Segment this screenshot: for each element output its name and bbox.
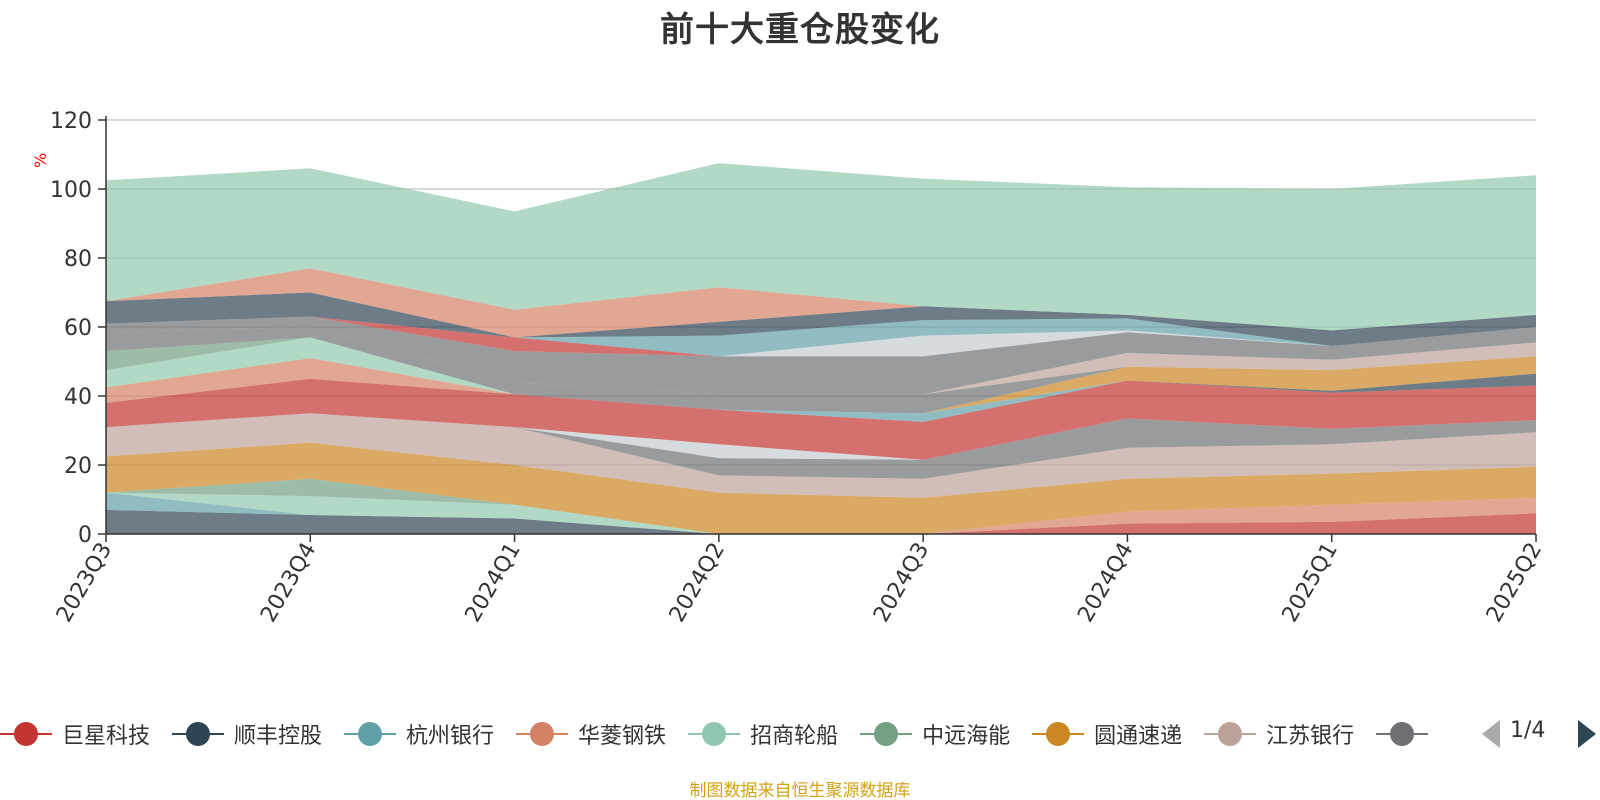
legend-label: 圆通速递 bbox=[1094, 724, 1183, 749]
legend-marker-icon bbox=[0, 722, 52, 746]
legend-item-顺丰控股[interactable]: 顺丰控股 bbox=[172, 716, 322, 752]
legend-page-indicator: 1/4 bbox=[1510, 718, 1546, 743]
legend-marker-icon bbox=[1204, 722, 1257, 746]
x-tick-label-2024Q3: 2024Q3 bbox=[869, 539, 934, 627]
legend-item-中远海能[interactable]: 中远海能 bbox=[860, 716, 1010, 752]
area-series-顺丰控股-23 bbox=[106, 292, 1536, 346]
legend-label: 招商轮船 bbox=[750, 724, 839, 749]
area-series-华菱钢铁-2 bbox=[106, 497, 1536, 534]
area-layer bbox=[106, 163, 1536, 534]
area-series-招商轮船-25 bbox=[106, 163, 1536, 331]
area-series-巨星科技-10 bbox=[106, 378, 1536, 460]
y-axis-unit-label: % bbox=[31, 153, 50, 168]
area-series-other-20 bbox=[106, 316, 1536, 357]
legend-label: 江苏银行 bbox=[1266, 724, 1355, 749]
area-series-江苏银行-7 bbox=[106, 413, 1536, 498]
x-tick-label-2023Q4: 2023Q4 bbox=[256, 539, 321, 627]
area-series-圆通速递-6 bbox=[106, 442, 1536, 534]
legend-marker-icon bbox=[860, 722, 913, 746]
legend-label: 中远海能 bbox=[922, 724, 1011, 749]
legend-label: 顺丰控股 bbox=[234, 724, 323, 749]
area-series-圆通速递-14 bbox=[106, 356, 1536, 414]
y-tick-label-60: 60 bbox=[64, 316, 92, 341]
legend-item-江苏银行[interactable]: 江苏银行 bbox=[1204, 716, 1354, 752]
area-series-中远海能-5 bbox=[106, 478, 1536, 534]
legend-marker-icon bbox=[688, 722, 741, 746]
area-series-江苏银行-18 bbox=[106, 327, 1536, 395]
legend-label: 杭州银行 bbox=[406, 724, 495, 749]
legend: 巨星科技 顺丰控股 杭州银行 华菱钢铁 招商轮船 中远海能 圆通速递 江苏银行 1/4 bbox=[0, 716, 1600, 752]
y-tick-label-100: 100 bbox=[50, 178, 92, 203]
data-source-note: 制图数据来自恒生聚源数据库 bbox=[689, 781, 911, 800]
area-series-顺丰控股-1 bbox=[106, 509, 1536, 534]
legend-item-华菱钢铁[interactable]: 华菱钢铁 bbox=[516, 716, 666, 752]
legend-item-招商轮船[interactable]: 招商轮船 bbox=[688, 716, 838, 752]
x-tick-label-2024Q4: 2024Q4 bbox=[1073, 539, 1138, 627]
x-tick-label-2024Q1: 2024Q1 bbox=[460, 539, 525, 627]
y-tick-label-0: 0 bbox=[78, 523, 92, 548]
legend-marker-icon bbox=[172, 722, 225, 746]
legend-marker-icon bbox=[1032, 722, 1085, 746]
legend-item-杭州银行[interactable]: 杭州银行 bbox=[344, 716, 494, 752]
legend-pager: 1/4 bbox=[1480, 716, 1600, 752]
x-tick-label-2024Q2: 2024Q2 bbox=[665, 539, 730, 627]
y-tick-label-40: 40 bbox=[64, 385, 92, 410]
y-tick-label-20: 20 bbox=[64, 454, 92, 479]
legend-prev-arrow-icon[interactable] bbox=[1482, 720, 1500, 748]
area-series-华菱钢铁-24 bbox=[106, 268, 1536, 338]
legend-marker-icon bbox=[344, 722, 397, 746]
y-tick-label-120: 120 bbox=[50, 109, 92, 134]
area-series-other-19 bbox=[106, 316, 1536, 395]
legend-item-圆通速递[interactable]: 圆通速递 bbox=[1032, 716, 1182, 752]
area-series-中远海能-16 bbox=[106, 337, 1536, 414]
legend-label: 华菱钢铁 bbox=[578, 724, 667, 749]
area-series-other-17 bbox=[106, 327, 1536, 414]
area-series-巨星科技-0 bbox=[106, 513, 1536, 534]
area-series-招商轮船-4 bbox=[106, 492, 1536, 534]
legend-marker-icon bbox=[1376, 722, 1429, 746]
legend-item-巨星科技[interactable]: 巨星科技 bbox=[0, 716, 150, 752]
legend-next-arrow-icon[interactable] bbox=[1578, 720, 1596, 748]
legend-item-more[interactable] bbox=[1376, 716, 1438, 752]
y-tick-label-80: 80 bbox=[64, 247, 92, 272]
area-series-杭州银行-12 bbox=[106, 373, 1536, 422]
legend-marker-icon bbox=[516, 722, 569, 746]
x-tick-label-2023Q3: 2023Q3 bbox=[52, 539, 117, 627]
chart-title: 前十大重仓股变化 bbox=[660, 10, 940, 50]
x-tick-label-2025Q1: 2025Q1 bbox=[1278, 539, 1343, 627]
area-series-杭州银行-22 bbox=[106, 316, 1536, 357]
x-tick-label-2025Q2: 2025Q2 bbox=[1482, 539, 1547, 627]
legend-items: 巨星科技 顺丰控股 杭州银行 华菱钢铁 招商轮船 中远海能 圆通速递 江苏银行 bbox=[0, 716, 1478, 752]
legend-label: 巨星科技 bbox=[62, 724, 151, 749]
area-series-other-8 bbox=[106, 413, 1536, 479]
